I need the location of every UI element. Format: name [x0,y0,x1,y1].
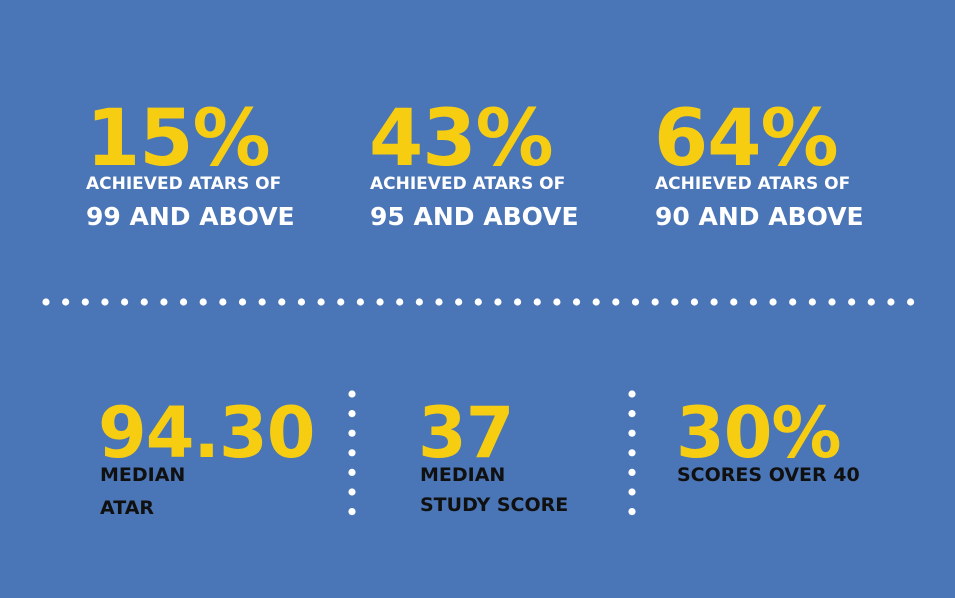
divider-dot [455,298,463,306]
divider-dot [533,298,541,306]
stat-label: SCORES OVER 40 [677,464,860,486]
divider-dot [730,298,738,306]
stat-label: 99 AND ABOVE [86,202,295,231]
divider-dot [848,298,856,306]
divider-dot [592,298,600,306]
stat-label: MEDIAN [100,464,186,486]
stat-value: 43% [369,94,554,184]
divider-dot [348,429,356,437]
divider-dot [769,298,777,306]
divider-dot [179,298,188,306]
divider-dot [62,298,70,306]
divider-dot [42,298,50,306]
stat-label: ACHIEVED ATARS OF [86,174,282,194]
divider-dot [101,298,109,306]
divider-dot [631,298,640,306]
stat-label: ACHIEVED ATARS OF [655,174,851,194]
divider-dot [789,298,797,306]
stat-label: MEDIAN [420,464,506,486]
divider-dot [907,298,915,306]
stat-value: 94.30 [98,392,315,474]
divider-dot [238,298,247,306]
divider-dot [628,390,636,398]
divider-dot [628,468,636,476]
divider-dot [199,298,207,306]
divider-dot [628,508,636,516]
divider-dot [219,298,227,306]
divider-dot [435,298,443,306]
stat-value: 37 [418,392,514,474]
stat-label: STUDY SCORE [420,494,569,516]
stat-value: 64% [654,94,839,184]
divider-dot [808,298,816,306]
divider-dot [514,298,522,306]
divider-dot [628,429,636,437]
divider-dot [867,298,875,306]
divider-dot [348,468,356,476]
divider-dot [612,298,620,306]
divider-dot [828,298,836,306]
divider-dot [710,298,718,306]
divider-dot [749,298,758,306]
stat-label: ACHIEVED ATARS OF [370,174,566,194]
divider-dot [628,488,636,496]
divider-dot [494,298,502,306]
divider-dot [553,298,561,306]
divider-dot [140,298,148,306]
divider-dot [121,298,129,306]
divider-dot [671,298,679,306]
divider-dot [278,298,286,306]
divider-dot [628,410,636,418]
divider-dot [337,298,345,306]
divider-dot [348,488,356,496]
divider-dot [348,410,356,418]
stat-label: 90 AND ABOVE [655,202,864,231]
divider-dot [297,298,306,306]
divider-dot [160,298,168,306]
divider-dot [258,298,266,306]
divider-dot [348,508,356,516]
divider-dot [628,449,636,457]
stat-label: ATAR [100,497,155,519]
stat-label: 95 AND ABOVE [370,202,579,231]
divider-dot [376,298,384,306]
divider-dot [317,298,325,306]
stat-value: 30% [676,392,842,474]
divider-dot [887,298,895,306]
divider-dot [348,390,356,398]
divider-dot [690,298,699,306]
stat-value: 15% [86,94,271,184]
divider-dot [572,298,581,306]
divider-dot [651,298,659,306]
divider-dot [348,449,356,457]
divider-dot [81,298,89,306]
divider-dot [356,298,364,306]
divider-dot [396,298,404,306]
divider-dot [415,298,423,306]
divider-dot [474,298,482,306]
